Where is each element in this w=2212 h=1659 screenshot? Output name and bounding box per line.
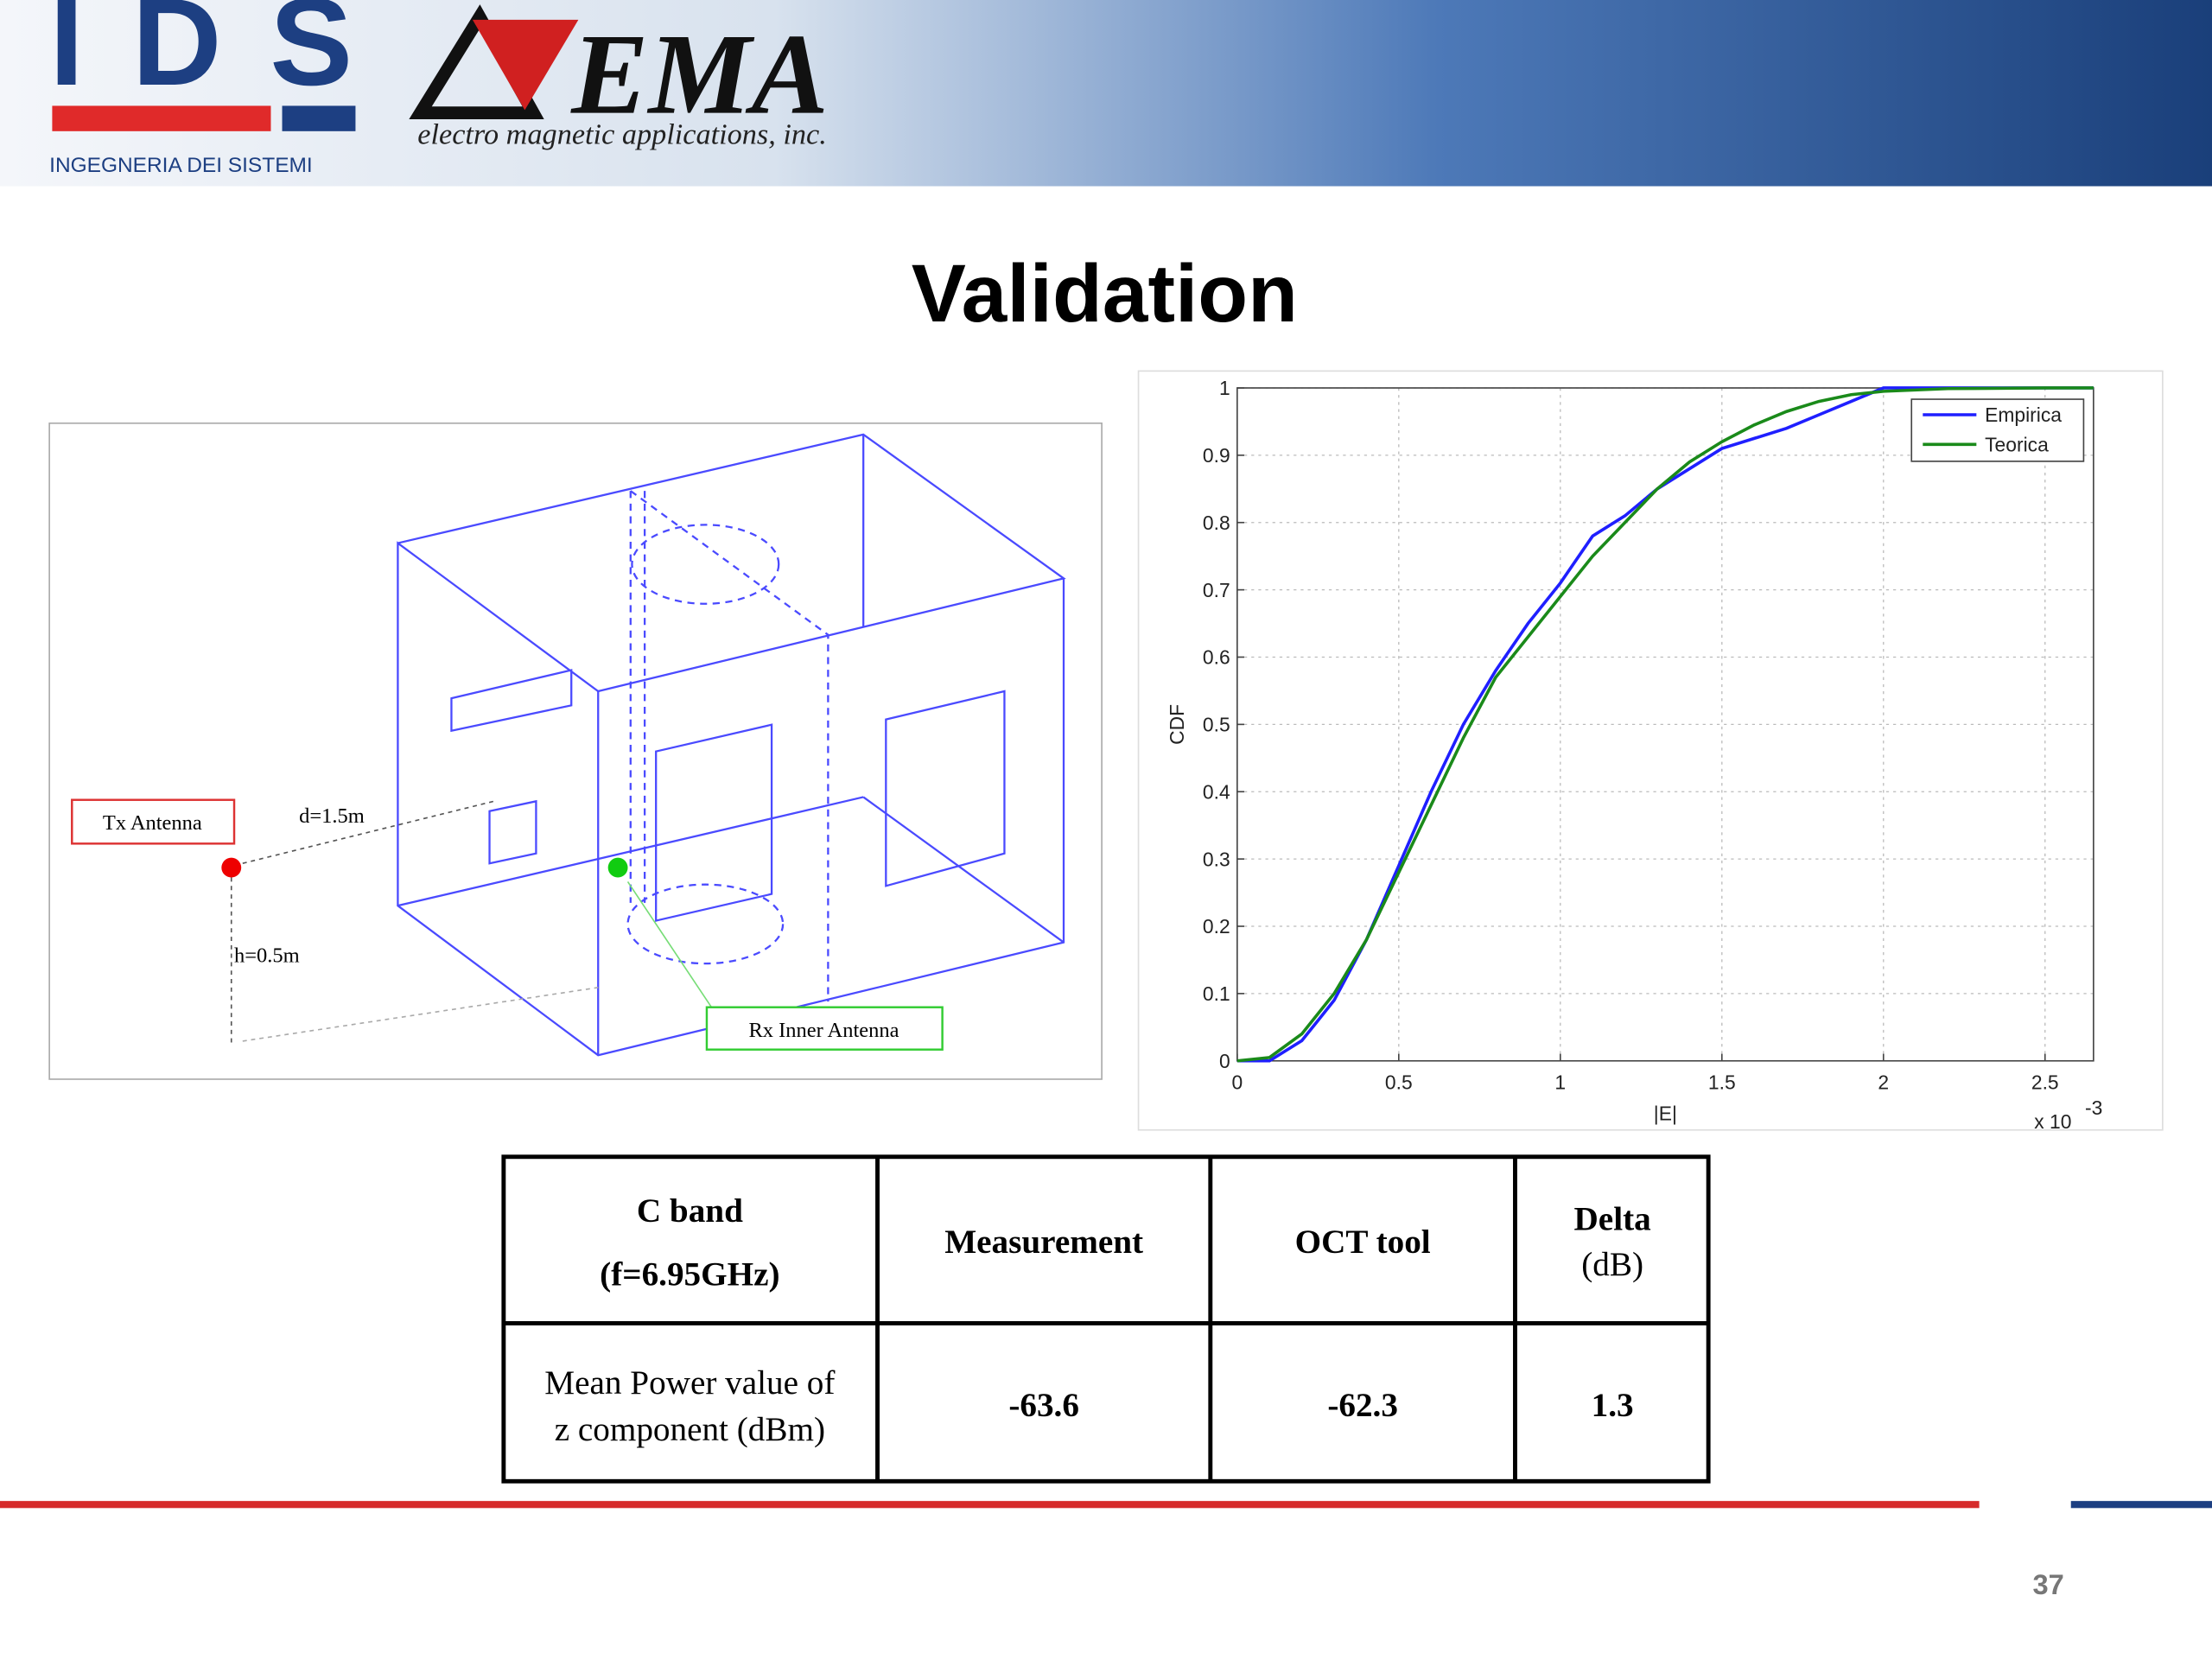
header-cell: C band <box>637 1192 743 1230</box>
y-tick-label: 0.3 <box>1203 848 1230 870</box>
y-tick-label: 0.1 <box>1203 982 1230 1005</box>
height-label: h=0.5m <box>234 944 300 967</box>
rx-label: Rx Inner Antenna <box>748 1019 899 1042</box>
x-tick-label: 1.5 <box>1708 1071 1736 1093</box>
legend-label: Teorica <box>1985 433 2049 455</box>
logo-triangle <box>472 19 579 111</box>
y-tick-label: 0 <box>1219 1050 1230 1072</box>
series-line <box>1236 386 2094 1063</box>
x-scale-exponent: -3 <box>2085 1096 2102 1119</box>
header-cell: (f=6.95GHz) <box>600 1255 779 1293</box>
legend-label: Empirica <box>1985 404 2062 426</box>
cell: 1.3 <box>1592 1387 1634 1424</box>
x-tick-label: 2 <box>1878 1071 1889 1093</box>
x-scale-label: x 10 <box>2034 1110 2071 1133</box>
cell: -62.3 <box>1327 1387 1398 1424</box>
y-tick-label: 0.6 <box>1203 646 1230 669</box>
cell: -63.6 <box>1008 1387 1079 1424</box>
logo-bar <box>52 105 271 131</box>
header-cell: OCT tool <box>1295 1224 1431 1261</box>
header-band <box>0 0 2212 187</box>
rx-leader <box>626 880 714 1009</box>
y-tick-label: 0.5 <box>1203 714 1230 736</box>
legend-box <box>1910 398 2085 462</box>
enclosure-wireframe <box>397 433 1066 1057</box>
distance-line <box>242 800 494 864</box>
ground-line <box>242 987 599 1042</box>
footer-rule-red <box>0 1501 1980 1509</box>
tx-label: Tx Antenna <box>103 811 202 835</box>
header-cell: Delta <box>1574 1201 1651 1238</box>
cdf-chart: 0 0.1 0.2 0.3 0.4 0.5 0.6 0.7 0.8 0.9 1 0 0.5 1 1.5 2 2.… <box>1166 377 2103 1133</box>
table-border <box>501 1154 1711 1484</box>
y-tick-label: 0.2 <box>1203 915 1230 938</box>
x-tick-label: 2.5 <box>2031 1071 2059 1093</box>
y-tick-label: 1 <box>1219 377 1230 399</box>
y-axis-label: CDF <box>1166 704 1188 745</box>
row-label: z component (dBm) <box>555 1411 825 1448</box>
plot-frame <box>1236 387 2094 1062</box>
tx-label-box <box>71 798 236 845</box>
logo-bar <box>282 105 356 131</box>
x-tick-label: 0 <box>1231 1071 1243 1093</box>
x-tick-label: 1 <box>1554 1071 1566 1093</box>
y-tick-label: 0.9 <box>1203 444 1230 467</box>
tx-marker <box>221 857 242 878</box>
slide-title: Validation <box>912 248 1298 340</box>
results-table: C band (f=6.95GHz) Measurement OCT tool … <box>501 1154 1711 1484</box>
header-cell: (dB) <box>1581 1246 1643 1283</box>
logo-ids-sub: INGEGNERIA DEI SISTEMI <box>49 154 313 177</box>
distance-label: d=1.5m <box>299 804 365 828</box>
row-label: Mean Power value of <box>544 1364 836 1402</box>
footer-rule-blue <box>2070 1501 2212 1509</box>
logo-ema-sub: electro magnetic applications, inc. <box>417 118 827 151</box>
x-axis-label: |E| <box>1654 1102 1677 1124</box>
rx-marker <box>607 857 628 878</box>
y-tick-label: 0.8 <box>1203 512 1230 534</box>
y-tick-label: 0.7 <box>1203 579 1230 601</box>
logo-ema: EMA <box>570 10 829 138</box>
rx-label-box <box>705 1006 944 1051</box>
page-number: 37 <box>2032 1568 2063 1600</box>
header-cell: Measurement <box>944 1224 1143 1261</box>
x-tick-label: 0.5 <box>1385 1071 1413 1093</box>
diagram-panel <box>48 422 1103 1080</box>
y-tick-label: 0.4 <box>1203 780 1230 803</box>
